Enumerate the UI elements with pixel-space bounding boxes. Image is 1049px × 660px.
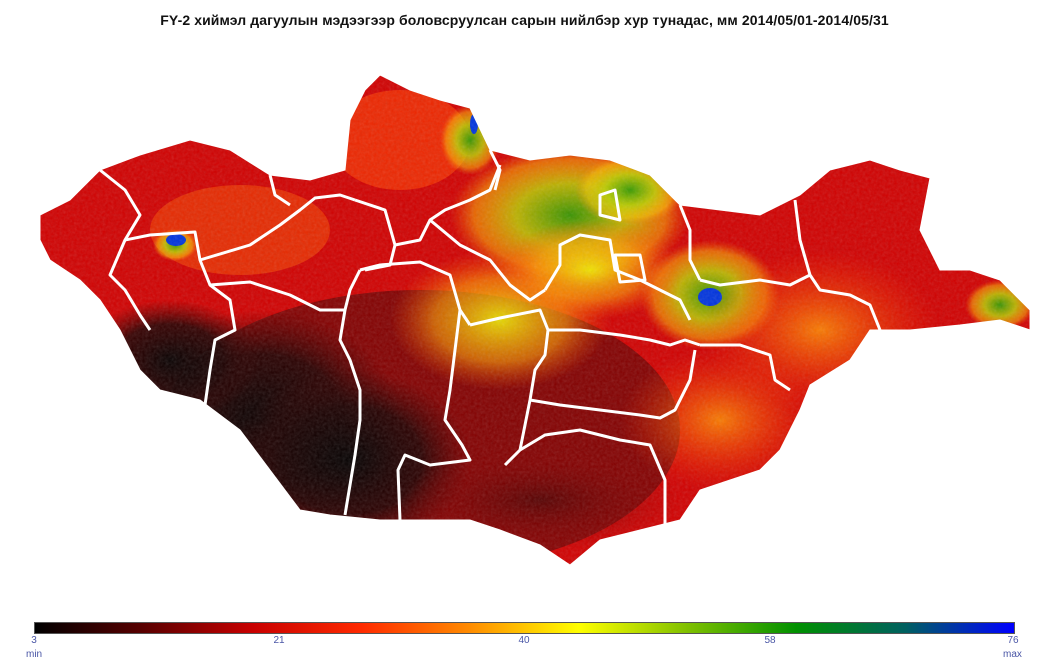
- legend-max-label: max: [1003, 649, 1022, 660]
- legend-tick-1: 3: [31, 635, 37, 646]
- legend-min-label: min: [26, 649, 43, 660]
- province-borders: [99, 149, 882, 525]
- map-title: FY-2 хиймэл дагуулын мэдээгээр боловсруу…: [160, 12, 889, 28]
- legend-tick-2: 21: [273, 635, 285, 646]
- legend-tick-4: 58: [764, 635, 776, 646]
- legend-tick-3: 40: [518, 635, 530, 646]
- country-outline: [39, 74, 1031, 566]
- precipitation-colorbar: [34, 622, 1015, 634]
- legend-tick-5: 76: [1007, 635, 1019, 646]
